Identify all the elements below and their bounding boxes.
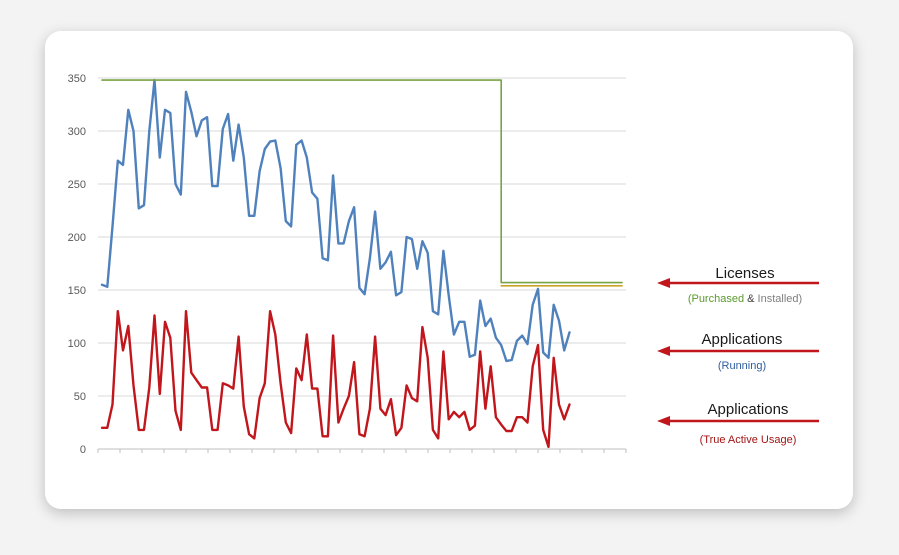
annotation-1: Licenses (Purchased & Installed) xyxy=(657,265,819,305)
y-tick-label: 350 xyxy=(68,73,86,85)
y-tick-label: 0 xyxy=(80,444,86,456)
axes: 0 50 100 150 200 250 300 350 xyxy=(68,73,627,456)
annotation-arrow-head xyxy=(657,346,670,356)
y-tick-label: 50 xyxy=(74,391,86,403)
y-tick-label: 250 xyxy=(68,179,86,191)
annotation-title: Applications xyxy=(702,331,783,348)
annotation-arrow-head xyxy=(657,416,670,426)
annotation-subtitle: (True Active Usage) xyxy=(700,434,797,446)
annotations: Licenses (Purchased & Installed) Applicati… xyxy=(657,265,819,446)
active-usage-series-line xyxy=(100,310,571,449)
annotation-title: Licenses xyxy=(715,265,774,282)
y-tick-label: 150 xyxy=(68,285,86,297)
annotation-arrow-head xyxy=(657,278,670,288)
chart-card: 0 50 100 150 200 250 300 350 Licenses (Purchased… xyxy=(45,31,853,509)
purchased-licenses-line xyxy=(101,79,623,284)
annotation-title: Applications xyxy=(708,401,789,418)
usage-chart: 0 50 100 150 200 250 300 350 Licenses (Purchased… xyxy=(68,73,819,456)
annotation-subtitle: (Purchased & Installed) xyxy=(688,293,802,305)
series-lines xyxy=(100,78,623,449)
y-tick-label: 300 xyxy=(68,126,86,138)
running-series-line xyxy=(100,78,571,363)
annotation-subtitle: (Running) xyxy=(718,360,766,372)
annotation-3: Applications (True Active Usage) xyxy=(657,401,819,446)
y-tick-label: 100 xyxy=(68,338,86,350)
annotation-2: Applications (Running) xyxy=(657,331,819,372)
y-tick-label: 200 xyxy=(68,232,86,244)
gridlines xyxy=(98,77,626,397)
